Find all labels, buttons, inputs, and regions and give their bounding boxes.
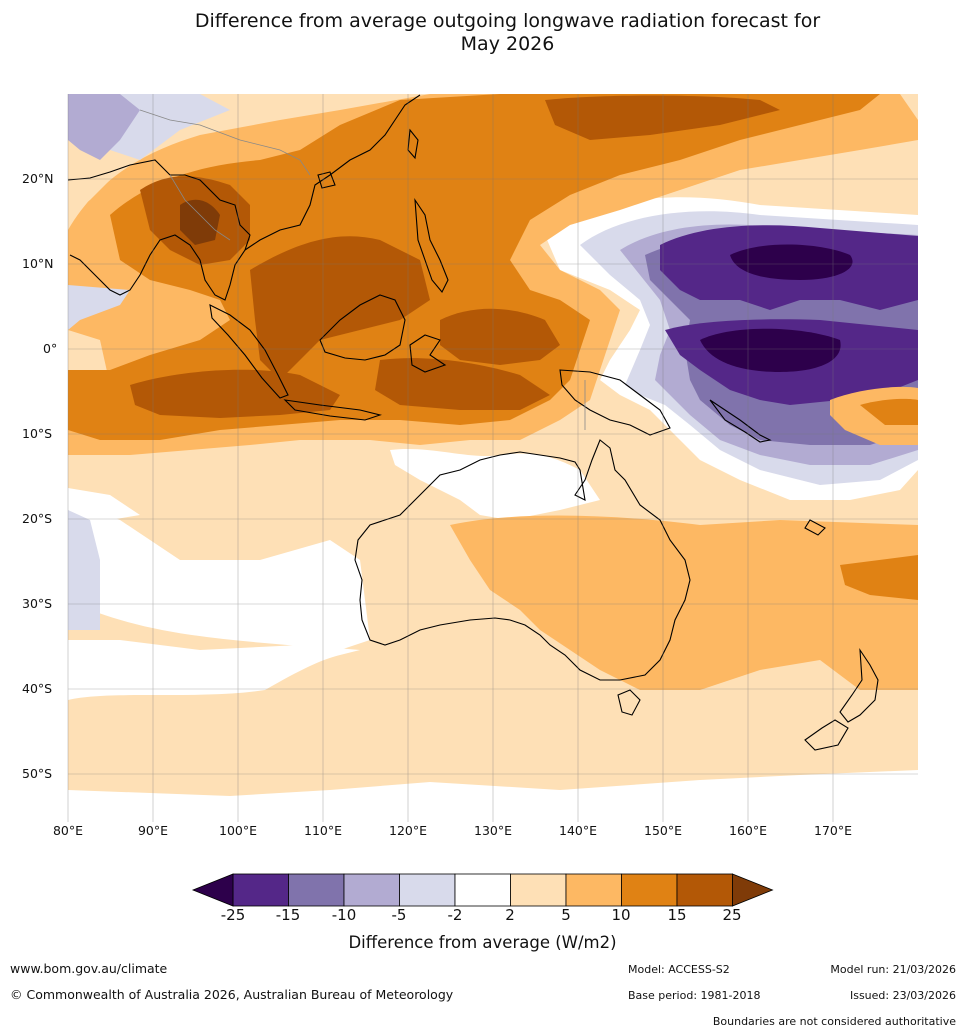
border-indochina [169, 174, 231, 241]
model-run-date: Model run: 21/03/2026 [830, 963, 956, 976]
colorbar-swatch-neg-10-5 [343, 873, 400, 907]
border-china-south [139, 109, 311, 176]
website-link[interactable]: www.bom.gov.au/climate [10, 961, 168, 976]
colorbar-tick-2: 2 [505, 906, 515, 924]
china-coastline [244, 94, 421, 251]
colorbar-extend-min [191, 873, 234, 907]
colorbar-tick-neg5: -5 [391, 906, 407, 924]
colorbar-tick-15: 15 [667, 906, 687, 924]
anomaly-neg-tibet-core [68, 94, 140, 160]
lat-label-20n: 20°N [22, 171, 54, 186]
sumatra-coastline [209, 304, 289, 399]
colorbar-swatch-pos-10-15 [621, 873, 678, 907]
new-caledonia-coastline [804, 519, 826, 536]
lon-label-140e: 140°E [558, 823, 598, 838]
issued-date: Issued: 23/03/2026 [849, 989, 956, 1002]
lat-label-50s: 50°S [22, 766, 53, 781]
philippines-coastline [414, 197, 449, 293]
colorbar-swatch-pos-15-25 [676, 873, 733, 907]
anomaly-pos-borneo-sumatra [250, 236, 430, 380]
colorbar-tick-neg15: -15 [275, 906, 301, 924]
tasmania-coastline [617, 689, 641, 716]
taiwan-coastline [407, 128, 419, 160]
colorbar-swatch-neutral [454, 873, 511, 907]
colorbar-tick-neg10: -10 [331, 906, 357, 924]
anomaly-neg-west [68, 510, 100, 630]
lon-label-100e: 100°E [218, 823, 258, 838]
lon-label-120e: 120°E [388, 823, 428, 838]
anomaly-pos-sulawesi [440, 308, 560, 365]
colorbar-tick-neg2: -2 [447, 906, 463, 924]
australia-coastline [354, 439, 691, 681]
anomaly-neutral-southwest [68, 640, 360, 700]
lat-label-20s: 20°S [22, 511, 53, 526]
colorbar-swatch-neg-15-10 [288, 873, 345, 907]
new-zealand-coastline [804, 647, 879, 751]
map-title-line2: May 2026 [460, 33, 555, 55]
lon-label-110e: 110°E [303, 823, 343, 838]
anomaly-max-indochina [180, 199, 220, 245]
colorbar-swatch-pos-5-10 [565, 873, 622, 907]
sulawesi-coastline [409, 334, 447, 373]
hainan-coastline [317, 171, 336, 189]
lon-label-90e: 90°E [137, 823, 169, 838]
colorbar-swatch-neg-5-2 [399, 873, 456, 907]
lat-label-equator: 0° [43, 341, 58, 356]
colorbar-tick-25: 25 [722, 906, 742, 924]
anomaly-neg-bay-of-bengal [68, 285, 130, 330]
boundaries-disclaimer: Boundaries are not considered authoritat… [712, 1015, 956, 1028]
anomaly-pos-tasman [840, 555, 918, 600]
colorbar-extend-max [732, 873, 774, 907]
model-name: Model: ACCESS-S2 [628, 963, 730, 976]
new-guinea-coastline [559, 369, 671, 436]
anomaly-min-equatorial-pacific [700, 328, 841, 372]
country-borders [139, 109, 586, 430]
java-coastline [283, 399, 382, 421]
anomaly-pos-east-blob-core [860, 398, 918, 425]
lon-label-150e: 150°E [643, 823, 683, 838]
map-title-line1: Difference from average outgoing longwav… [194, 10, 821, 32]
lat-label-30s: 30°S [22, 596, 53, 611]
colorbar [191, 873, 774, 907]
colorbar-swatch-pos-2-5 [510, 873, 567, 907]
colorbar-title: Difference from average (W/m2) [348, 933, 617, 952]
lon-label-130e: 130°E [473, 823, 513, 838]
lon-label-170e: 170°E [813, 823, 853, 838]
colorbar-swatch-neg-25-15 [232, 873, 289, 907]
graticule [67, 94, 918, 822]
anomaly-neutral-north-australia [390, 448, 600, 520]
lon-label-80e: 80°E [52, 823, 84, 838]
copyright-text: © Commonwealth of Australia 2026, Austra… [10, 987, 454, 1002]
lat-label-10s: 10°S [22, 426, 53, 441]
colorbar-tick-10: 10 [611, 906, 631, 924]
colorbar-tick-5: 5 [561, 906, 571, 924]
lon-label-160e: 160°E [728, 823, 768, 838]
lat-label-10n: 10°N [22, 256, 54, 271]
anomaly-min-north-pacific [730, 244, 853, 280]
base-period: Base period: 1981-2018 [628, 989, 761, 1002]
colorbar-tick-neg25: -25 [220, 906, 246, 924]
map-title: Difference from average outgoing longwav… [0, 10, 965, 56]
borneo-coastline [319, 294, 406, 361]
lat-label-40s: 40°S [22, 681, 53, 696]
anomaly-neutral-west-strip [68, 488, 140, 520]
anomaly-pos-east-indian-ocean [130, 369, 340, 418]
solomon-islands-coastline [709, 399, 772, 443]
anomaly-pos-northwest-pacific [545, 95, 780, 140]
anomaly-pos-banda-sea [375, 358, 550, 410]
anomaly-neutral-west-australia [68, 500, 370, 650]
